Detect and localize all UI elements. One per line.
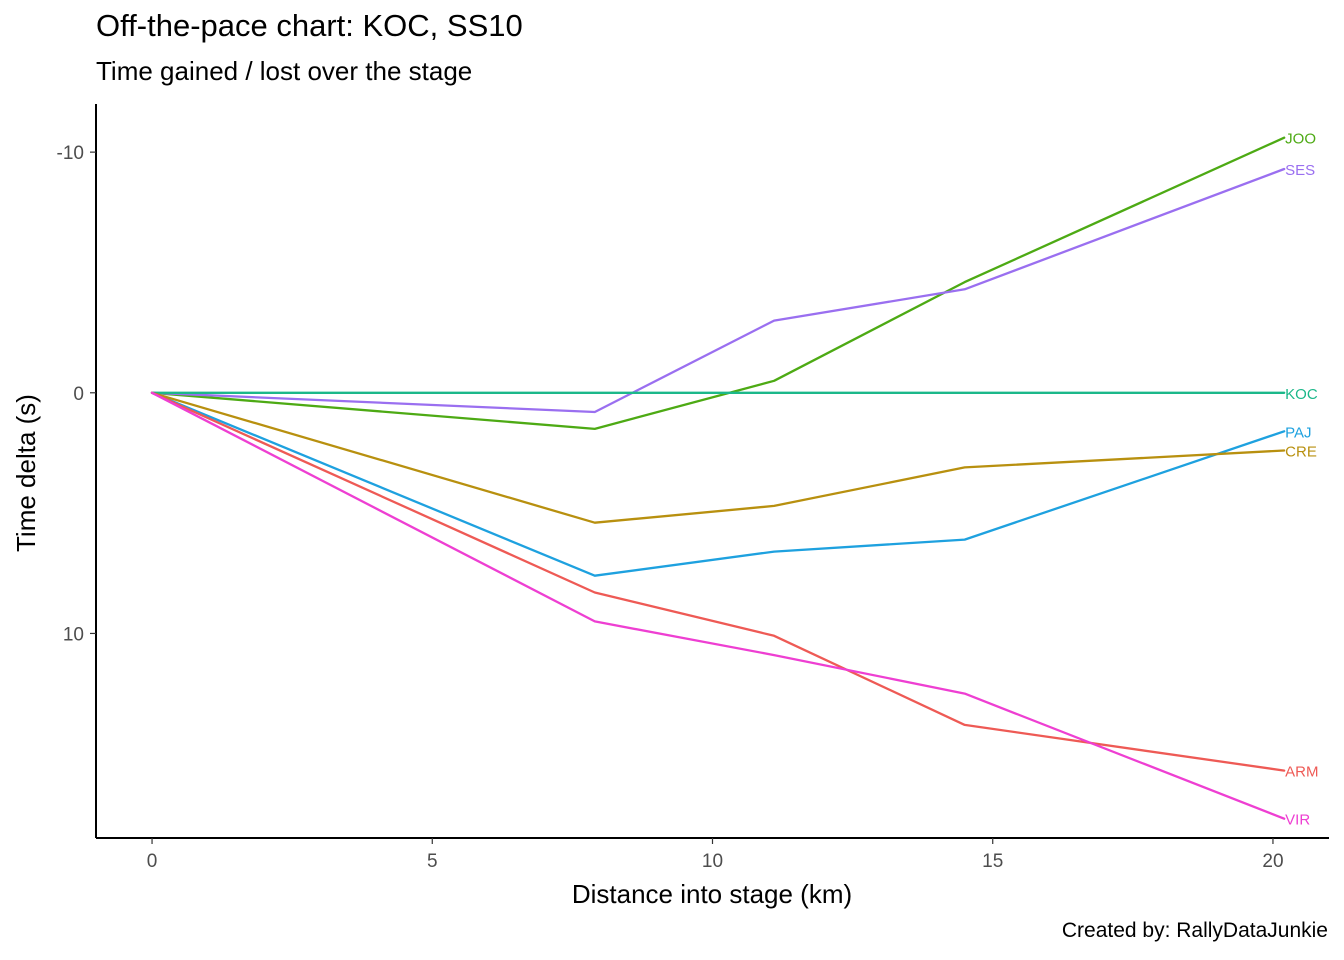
chart-title: Off-the-pace chart: KOC, SS10 xyxy=(96,8,523,43)
series-line-ses xyxy=(150,167,1286,414)
x-axis-title: Distance into stage (km) xyxy=(572,879,852,909)
x-tick-label: 20 xyxy=(1262,851,1283,872)
axes: 0 5 10 15 20 -10 0 10 xyxy=(57,104,1329,872)
series-lines xyxy=(150,136,1286,820)
x-tick-label: 5 xyxy=(427,851,438,872)
series-line-vir xyxy=(150,391,1286,820)
y-axis-title: Time delta (s) xyxy=(11,394,41,552)
series-line-paj xyxy=(150,391,1286,577)
series-line-arm xyxy=(150,391,1286,772)
chart-subtitle: Time gained / lost over the stage xyxy=(96,56,473,86)
series-label-joo: JOO xyxy=(1285,131,1316,148)
x-tick-label: 10 xyxy=(702,851,723,872)
series-label-vir: VIR xyxy=(1285,812,1310,829)
series-line-cre xyxy=(150,391,1286,524)
series-label-arm: ARM xyxy=(1285,764,1318,781)
series-label-cre: CRE xyxy=(1285,444,1317,461)
series-label-paj: PAJ xyxy=(1285,424,1311,441)
series-label-ses: SES xyxy=(1285,162,1315,179)
y-tick-label: 10 xyxy=(63,624,84,645)
series-line-joo xyxy=(150,136,1286,431)
series-end-labels: JOO SES KOC PAJ CRE ARM VIR xyxy=(1285,131,1318,829)
series-label-koc: KOC xyxy=(1285,386,1318,403)
y-tick-label: 0 xyxy=(73,384,84,405)
x-tick-label: 15 xyxy=(982,851,1003,872)
x-tick-label: 0 xyxy=(147,851,158,872)
chart-caption: Created by: RallyDataJunkie xyxy=(1061,919,1328,942)
y-tick-label: -10 xyxy=(57,143,84,164)
